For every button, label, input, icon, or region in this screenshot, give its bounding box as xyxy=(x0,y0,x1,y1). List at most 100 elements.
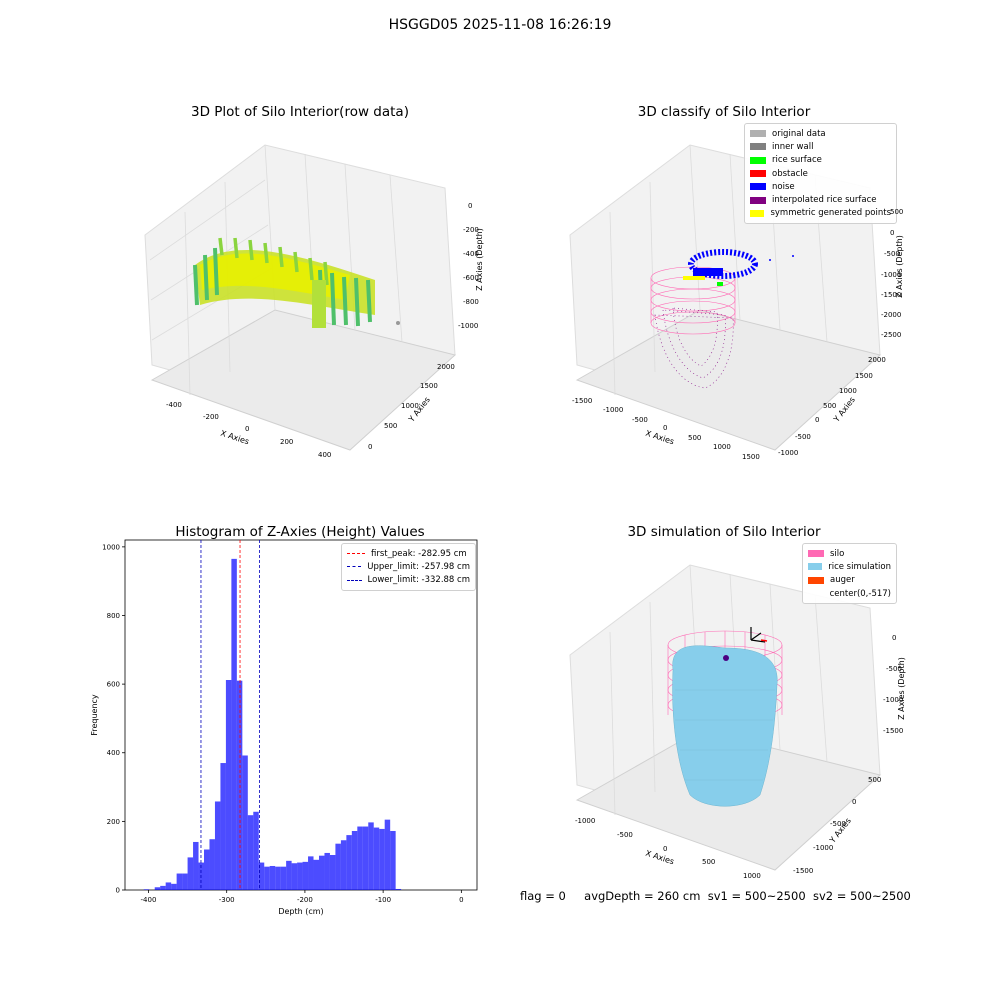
histogram-bar xyxy=(275,866,281,890)
raw-3d-plot xyxy=(144,144,457,451)
legend-item: Upper_limit: -257.98 cm xyxy=(347,560,470,573)
legend-label: original data xyxy=(772,128,826,139)
classify-interpolated-surface xyxy=(654,307,734,389)
raw-zlabel: Z Axies (Depth) xyxy=(474,228,484,291)
raw-xtick: 400 xyxy=(318,451,332,459)
swatch-icon xyxy=(750,209,765,217)
histogram-bar xyxy=(193,841,199,890)
simulation-ztick: -1000 xyxy=(883,696,904,704)
swatch-icon xyxy=(750,130,766,138)
legend-item: center(0,-517) xyxy=(808,587,891,600)
histogram-bar xyxy=(253,811,259,890)
histogram-bar xyxy=(395,888,402,890)
raw-ztick: -1000 xyxy=(458,322,479,330)
histogram-bar xyxy=(390,830,396,890)
legend-label: rice simulation xyxy=(828,561,891,572)
legend-item: obstacle xyxy=(750,167,891,180)
histogram-bar xyxy=(384,819,391,890)
histogram-bar xyxy=(165,882,172,890)
histogram-bar xyxy=(335,843,341,890)
histogram-bar xyxy=(247,815,254,890)
simulation-xtick: 1000 xyxy=(743,872,761,880)
histogram-bar xyxy=(373,827,380,890)
simulation-ztick: -1500 xyxy=(883,727,904,735)
simulation-xtick: 0 xyxy=(663,845,668,853)
legend-label: first_peak: -282.95 cm xyxy=(371,548,467,559)
plot-area xyxy=(124,539,478,891)
histogram-bar xyxy=(357,826,363,890)
simulation-3d-plot xyxy=(569,564,882,871)
legend-item: first_peak: -282.95 cm xyxy=(347,547,470,560)
flag-text: flag = 0 xyxy=(520,889,566,903)
simulation-ztick: -500 xyxy=(886,665,902,673)
y-tick-label: 0 xyxy=(116,887,120,895)
simulation-xtick: -500 xyxy=(617,831,633,839)
histogram-bar xyxy=(143,889,150,890)
swatch-icon xyxy=(750,143,766,151)
histogram-bar xyxy=(176,873,183,890)
avg-depth-text: avgDepth = 260 cm xyxy=(584,889,701,903)
figure-title: HSGGD05 2025-11-08 16:26:19 xyxy=(388,17,612,33)
histogram-bar xyxy=(214,801,221,890)
raw-ztick: -400 xyxy=(463,250,479,258)
classify-ztick: -1500 xyxy=(881,291,902,299)
histogram-bar xyxy=(220,763,226,890)
classify-zlabel: Z Axies (Depth) xyxy=(894,235,904,298)
histogram-bar xyxy=(154,887,161,890)
histogram-bar xyxy=(204,849,210,890)
x-tick-label: -400 xyxy=(141,896,157,904)
raw-plot-title: 3D Plot of Silo Interior(row data) xyxy=(191,104,409,120)
histogram-bar xyxy=(231,558,237,890)
legend-item: noise xyxy=(750,180,891,193)
simulation-ytick: -1500 xyxy=(793,867,814,875)
raw-ytick: 0 xyxy=(368,443,373,451)
simulation-rice-body xyxy=(672,645,778,807)
histogram-bar xyxy=(313,859,319,890)
histogram-bar xyxy=(280,866,287,890)
classify-xtick: -500 xyxy=(632,416,648,424)
legend-item: inner wall xyxy=(750,140,891,153)
classify-floor-pane xyxy=(575,309,882,451)
sv1-text: sv1 = 500~2500 xyxy=(707,889,806,903)
simulation-ytick: 500 xyxy=(868,776,882,784)
legend-label: Upper_limit: -257.98 cm xyxy=(367,561,470,572)
legend-label: inner wall xyxy=(772,141,814,152)
legend-label: Lower_limit: -332.88 cm xyxy=(367,575,470,586)
classify-ytick: 500 xyxy=(823,402,837,410)
swatch-icon xyxy=(750,156,766,164)
simulation-xtick: 500 xyxy=(702,858,716,866)
classify-plot-title: 3D classify of Silo Interior xyxy=(637,104,811,120)
classify-ytick: -1000 xyxy=(778,449,799,457)
raw-ytick: 1500 xyxy=(420,382,438,390)
simulation-ytick: -500 xyxy=(830,820,846,828)
classify-ztick: -1000 xyxy=(881,271,902,279)
raw-point-cloud xyxy=(193,237,400,328)
histogram-bar xyxy=(368,822,374,890)
sv2-text: sv2 = 500~2500 xyxy=(812,889,911,903)
simulation-plot-title: 3D simulation of Silo Interior xyxy=(627,524,821,540)
raw-ytick: 1000 xyxy=(401,402,419,410)
histogram-bar xyxy=(351,830,358,890)
swatch-icon xyxy=(750,183,766,191)
y-tick-label: 1000 xyxy=(102,543,120,551)
y-tick-label: 400 xyxy=(107,749,120,757)
raw-ytick: 2000 xyxy=(437,363,455,371)
dash-line-icon xyxy=(347,566,362,568)
x-axis-label: Depth (cm) xyxy=(278,907,323,916)
legend-label: center(0,-517) xyxy=(829,588,891,599)
raw-xtick: -200 xyxy=(203,413,219,421)
histogram-bar xyxy=(187,857,194,890)
histogram-bar xyxy=(379,828,385,890)
legend-item: interpolated rice surface xyxy=(750,193,891,206)
x-tick-label: 0 xyxy=(459,896,463,904)
swatch-icon xyxy=(808,576,824,584)
histogram-bar xyxy=(291,863,298,890)
histogram-bar xyxy=(318,855,325,890)
raw-ytick: 500 xyxy=(384,422,398,430)
histogram-bar xyxy=(269,865,276,890)
legend-item: rice simulation xyxy=(808,560,891,573)
legend-label: interpolated rice surface xyxy=(772,195,877,206)
x-tick-label: -200 xyxy=(297,896,313,904)
classify-xtick: -1500 xyxy=(572,397,593,405)
histogram-title: Histogram of Z-Axies (Height) Values xyxy=(175,524,425,540)
